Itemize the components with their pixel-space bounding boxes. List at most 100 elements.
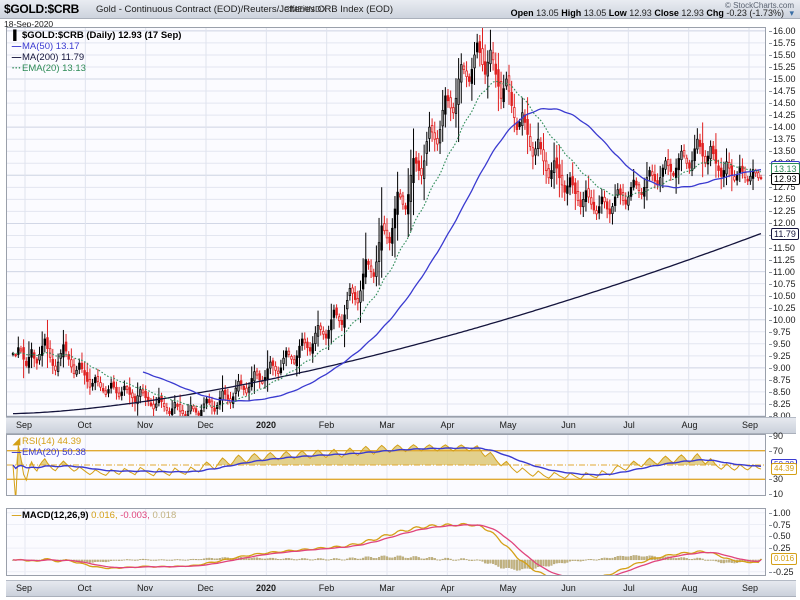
date-axis-tick: Nov bbox=[136, 420, 154, 430]
date-axis-tick: Mar bbox=[379, 583, 395, 593]
quote-bar: Open 13.05 High 13.05 Low 12.93 Close 12… bbox=[511, 8, 794, 19]
macd-axis-tick: 0.25 bbox=[769, 543, 791, 554]
price-axis-tick: 14.25 bbox=[769, 110, 796, 121]
exchange-label: CME/INDX bbox=[284, 4, 328, 14]
symbol-ticker: $GOLD:$CRB bbox=[4, 2, 80, 16]
legend-row: —MA(200) 11.79 bbox=[11, 52, 181, 63]
price-axis-tick: 8.50 bbox=[769, 386, 791, 397]
legend-label: EMA(20) 13.13 bbox=[22, 63, 86, 74]
price-axis-tick: 12.50 bbox=[769, 194, 796, 205]
price-value-label: 11.79 bbox=[771, 227, 799, 240]
legend-marker-icon: ◢ bbox=[12, 436, 21, 447]
price-axis-tick: 8.00 bbox=[769, 411, 791, 421]
date-axis-tick: 2020 bbox=[255, 420, 277, 430]
legend-marker-icon: — bbox=[11, 510, 22, 521]
price-plot-area[interactable] bbox=[7, 28, 765, 416]
price-axis-tick: 15.00 bbox=[769, 74, 796, 85]
open-label: Open bbox=[510, 8, 534, 18]
price-axis-tick: 9.50 bbox=[769, 338, 791, 349]
price-axis-tick: 15.75 bbox=[769, 37, 796, 48]
date-axis-tick: Dec bbox=[197, 583, 214, 593]
legend-value: 0.016, bbox=[91, 510, 121, 521]
legend-row: —MACD(12,26,9) 0.016, -0.003, 0.018 bbox=[11, 510, 176, 521]
date-stamp: 18-Sep-2020 bbox=[4, 19, 54, 29]
price-axis-tick: 9.75 bbox=[769, 326, 791, 337]
price-axis-tick: 12.75 bbox=[769, 182, 796, 193]
legend-label: MACD(12,26,9) bbox=[22, 510, 92, 521]
date-axis-tick: Jul bbox=[623, 420, 635, 430]
legend-marker-icon: — bbox=[11, 41, 22, 52]
price-axis-tick: 11.00 bbox=[769, 266, 795, 277]
price-chart-panel[interactable]: ▌ $GOLD:$CRB (Daily) 12.93 (17 Sep) —MA(50… bbox=[6, 27, 766, 417]
price-legend: ▌ $GOLD:$CRB (Daily) 12.93 (17 Sep) —MA(50… bbox=[11, 30, 182, 74]
chevron-down-icon[interactable]: ▾ bbox=[789, 8, 794, 18]
stockcharts-watermark: © StockCharts.com bbox=[724, 1, 794, 10]
price-axis-tick: 8.75 bbox=[769, 374, 791, 385]
price-axis-tick: 10.50 bbox=[769, 290, 796, 301]
low-label: Low bbox=[608, 8, 627, 18]
legend-marker-icon: — bbox=[11, 52, 22, 63]
high-value: 13.05 bbox=[583, 8, 607, 18]
price-value-axis: 16.00 15.75 15.50 15.25 15.00 14.75 14.50 14.25… bbox=[768, 25, 800, 421]
price-axis-tick: 13.75 bbox=[769, 134, 796, 145]
macd-legend: —MACD(12,26,9) 0.016, -0.003, 0.018 bbox=[11, 510, 176, 521]
legend-marker-icon: ▌ bbox=[13, 30, 20, 41]
rsi-plot-area[interactable] bbox=[7, 435, 765, 495]
legend-value: -0.003, bbox=[120, 510, 153, 521]
date-axis-tick: Sep bbox=[741, 420, 759, 430]
legend-row: ◢ RSI(14) 44.39 bbox=[11, 436, 86, 447]
date-axis-upper: Sep Oct Nov Dec 2020 Feb Mar Apr May Jun Jul Aug Sep bbox=[6, 417, 796, 434]
rsi-value-axis: 9070301050.3844.39 bbox=[768, 431, 800, 499]
rsi-legend: ◢ RSI(14) 44.39 —EMA(20) 50.38 bbox=[11, 436, 86, 458]
price-axis-tick: 9.00 bbox=[769, 362, 791, 373]
macd-plot-area[interactable] bbox=[7, 509, 765, 575]
date-axis-tick: Mar bbox=[379, 420, 395, 430]
date-axis-tick: Oct bbox=[77, 583, 92, 593]
legend-label: RSI(14) 44.39 bbox=[22, 436, 82, 447]
legend-label: EMA(20) 50.38 bbox=[22, 447, 86, 458]
price-axis-tick: 16.00 bbox=[769, 25, 796, 36]
close-value: 12.93 bbox=[681, 8, 704, 18]
date-axis-tick: Jun bbox=[561, 583, 576, 593]
symbol-description: Gold - Continuous Contract (EOD)/Reuters… bbox=[96, 4, 394, 15]
price-value-label: 12.93 bbox=[771, 172, 800, 185]
date-axis-tick: Apr bbox=[440, 583, 455, 593]
rsi-axis-tick: 70 bbox=[768, 445, 784, 456]
price-axis-tick: 8.25 bbox=[769, 398, 791, 409]
chg-label: Chg bbox=[706, 8, 724, 18]
price-axis-tick: 10.00 bbox=[769, 314, 796, 325]
legend-row: ···EMA(20) 13.13 bbox=[11, 63, 181, 74]
price-axis-tick: 11.50 bbox=[769, 242, 795, 253]
price-axis-tick: 12.25 bbox=[769, 206, 796, 217]
rsi-axis-tick: 30 bbox=[768, 474, 784, 485]
macd-value-label: 0.016 bbox=[771, 553, 798, 566]
price-axis-tick: 14.00 bbox=[769, 122, 796, 133]
macd-axis-tick: -0.25 bbox=[769, 566, 794, 577]
close-label: Close bbox=[654, 8, 679, 18]
date-axis-tick: Aug bbox=[681, 420, 698, 430]
date-axis-tick: Feb bbox=[318, 583, 335, 593]
legend-label: MA(50) 13.17 bbox=[22, 41, 80, 52]
date-axis-tick: Apr bbox=[440, 420, 455, 430]
date-axis-tick: Sep bbox=[741, 583, 759, 593]
legend-row: —EMA(20) 50.38 bbox=[11, 447, 86, 458]
legend-label: $GOLD:$CRB (Daily) 12.93 (17 Sep) bbox=[22, 30, 182, 41]
price-axis-tick: 15.50 bbox=[769, 49, 796, 60]
date-axis-tick: May bbox=[499, 583, 517, 593]
legend-label: MA(200) 11.79 bbox=[22, 52, 85, 63]
date-axis-tick: Aug bbox=[681, 583, 698, 593]
chart-header-bar: $GOLD:$CRB Gold - Continuous Contract (E… bbox=[0, 0, 800, 19]
macd-chart-panel[interactable]: —MACD(12,26,9) 0.016, -0.003, 0.018 bbox=[6, 508, 766, 576]
legend-value: 0.018 bbox=[152, 510, 177, 521]
macd-value-axis: 1.00 0.75 0.50 0.25 -0.25 0.016 bbox=[768, 507, 800, 577]
price-axis-tick: 14.75 bbox=[769, 86, 796, 97]
price-axis-tick: 15.25 bbox=[769, 61, 796, 72]
legend-row: —MA(50) 13.17 bbox=[11, 41, 181, 52]
rsi-axis-tick: 90 bbox=[768, 431, 784, 442]
legend-marker-icon: ··· bbox=[11, 63, 22, 74]
low-value: 12.93 bbox=[629, 8, 652, 18]
rsi-chart-panel[interactable]: ◢ RSI(14) 44.39 —EMA(20) 50.38 bbox=[6, 434, 766, 496]
macd-axis-tick: 0.50 bbox=[769, 531, 791, 542]
macd-axis-tick: 1.00 bbox=[769, 507, 791, 518]
price-axis-tick: 10.25 bbox=[769, 302, 796, 313]
